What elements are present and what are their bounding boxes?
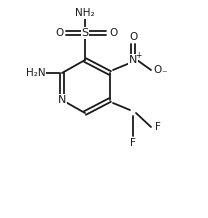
- Text: H₂N: H₂N: [26, 68, 46, 78]
- Text: N: N: [58, 95, 66, 105]
- Text: O: O: [154, 65, 162, 75]
- Text: F: F: [155, 122, 161, 132]
- Text: O: O: [109, 28, 117, 38]
- Text: NH₂: NH₂: [75, 8, 95, 18]
- Text: ⁻: ⁻: [161, 69, 167, 79]
- Text: O: O: [55, 28, 63, 38]
- Text: S: S: [82, 28, 89, 38]
- Text: N: N: [129, 55, 137, 65]
- Text: F: F: [130, 138, 136, 148]
- Text: +: +: [135, 51, 141, 60]
- Text: O: O: [129, 32, 137, 42]
